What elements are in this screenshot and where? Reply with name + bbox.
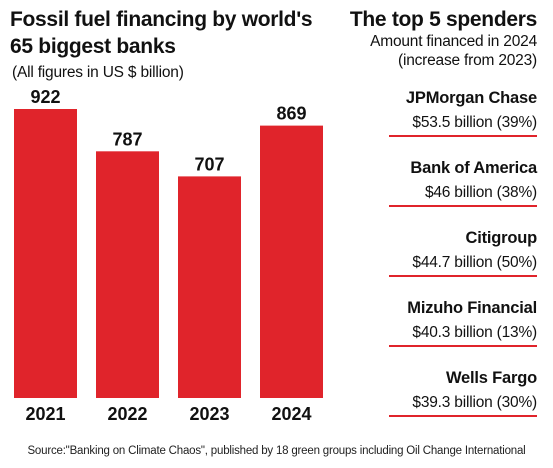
top-spenders-subtitle: Amount financed in 2024 (increase from 2…	[370, 32, 537, 70]
spender-name: Mizuho Financial	[407, 299, 537, 317]
value-label-2023: 707	[194, 154, 224, 174]
spender-item: Citigroup $44.7 billion (50%)	[367, 228, 537, 298]
source-note: Source:"Banking on Climate Chaos", publi…	[27, 445, 526, 457]
x-tick-2021: 2021	[25, 404, 65, 424]
x-tick-2022: 2022	[107, 404, 147, 424]
bar-2021	[14, 109, 77, 398]
spender-amount: $40.3 billion (13%)	[389, 323, 537, 347]
bar-2023	[178, 176, 241, 398]
spender-amount: $44.7 billion (50%)	[389, 253, 537, 277]
spender-name: JPMorgan Chase	[405, 89, 537, 107]
top-spenders-subtitle-line2: (increase from 2023)	[397, 52, 537, 69]
top-spenders-list: JPMorgan Chase $53.5 billion (39%) Bank …	[367, 88, 537, 438]
chart-title: Fossil fuel financing by world's 65 bigg…	[10, 8, 313, 58]
spender-item: Wells Fargo $39.3 billion (30%)	[367, 368, 537, 438]
value-label-2021: 922	[30, 87, 60, 107]
spender-amount: $53.5 billion (39%)	[389, 113, 537, 137]
bar-2024	[260, 125, 323, 399]
spender-item: JPMorgan Chase $53.5 billion (39%)	[367, 88, 537, 158]
spender-name: Citigroup	[465, 229, 537, 247]
top-spenders-title: The top 5 spenders	[349, 8, 537, 31]
bar-2022	[96, 151, 159, 398]
x-tick-2023: 2023	[189, 404, 229, 424]
chart-subtitle: (All figures in US $ billion)	[12, 64, 184, 81]
spender-item: Bank of America $46 billion (38%)	[367, 158, 537, 228]
top-spenders-subtitle-line1: Amount financed in 2024	[370, 33, 537, 50]
spender-name: Wells Fargo	[445, 369, 537, 387]
spender-item: Mizuho Financial $40.3 billion (13%)	[367, 298, 537, 368]
spender-amount: $39.3 billion (30%)	[389, 393, 537, 417]
value-label-2022: 787	[112, 129, 142, 149]
value-label-2024: 869	[276, 104, 306, 124]
spender-amount: $46 billion (38%)	[389, 183, 537, 207]
spender-name: Bank of America	[410, 159, 537, 177]
x-tick-2024: 2024	[271, 404, 311, 424]
